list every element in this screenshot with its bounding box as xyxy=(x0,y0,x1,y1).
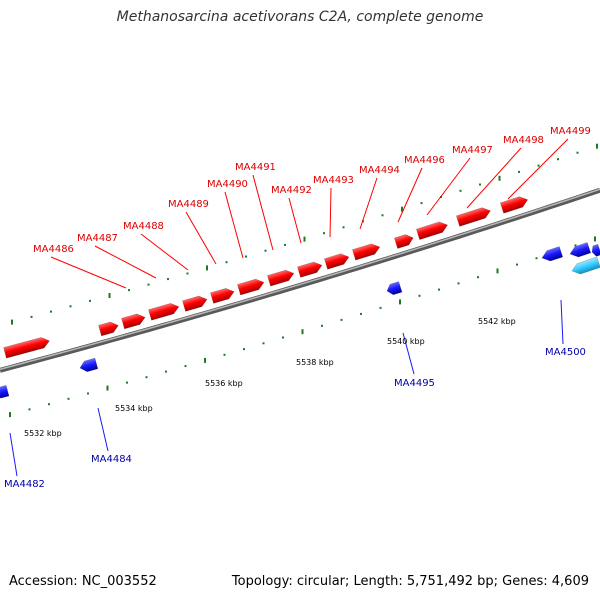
reverse-gene xyxy=(79,357,99,373)
scale-label: 5540 kbp xyxy=(387,337,425,346)
forward-gene-label: MA4493 xyxy=(313,175,354,186)
reverse-gene xyxy=(386,281,403,296)
forward-gene-shape xyxy=(3,337,50,359)
reverse-gene-label: MA4495 xyxy=(394,378,435,389)
scale-label: 5536 kbp xyxy=(205,379,243,388)
forward-gene xyxy=(148,303,180,321)
forward-gene xyxy=(121,313,146,330)
forward-gene-label: MA4487 xyxy=(77,233,118,244)
forward-gene-shape xyxy=(297,261,323,278)
forward-gene-label: MA4486 xyxy=(33,244,74,255)
forward-gene xyxy=(210,288,235,304)
reverse-gene xyxy=(541,246,564,262)
forward-gene-shape xyxy=(98,321,119,337)
forward-gene-label: MA4494 xyxy=(359,165,400,176)
forward-callout xyxy=(224,191,244,259)
reverse-callout xyxy=(402,332,415,375)
reverse-gene-label: MA4482 xyxy=(4,479,45,490)
forward-gene xyxy=(393,234,414,249)
forward-gene xyxy=(415,221,449,240)
forward-gene xyxy=(237,278,265,296)
reverse-callout xyxy=(560,299,564,345)
forward-gene-label: MA4490 xyxy=(207,179,248,190)
reverse-callout xyxy=(97,407,109,452)
forward-gene xyxy=(352,243,381,261)
genome-backbone-highlight xyxy=(0,188,600,371)
reverse-gene-label: MA4500 xyxy=(545,347,586,358)
forward-callout xyxy=(329,187,332,238)
scale-label: 5534 kbp xyxy=(115,404,153,413)
forward-gene-shape xyxy=(148,303,180,321)
forward-gene xyxy=(182,295,208,312)
forward-gene-label: MA4489 xyxy=(168,199,209,210)
forward-gene xyxy=(267,269,295,287)
reverse-gene-shape xyxy=(0,384,10,399)
forward-callout xyxy=(359,177,378,230)
forward-gene-shape xyxy=(393,234,414,249)
forward-gene-shape xyxy=(210,288,235,304)
forward-callout xyxy=(252,174,274,251)
forward-gene xyxy=(3,337,50,359)
forward-callout xyxy=(50,256,127,289)
forward-gene-shape xyxy=(415,221,449,240)
reverse-gene-shape xyxy=(569,242,592,258)
reverse-gene xyxy=(591,243,600,257)
reverse-gene-label: MA4484 xyxy=(91,454,132,465)
forward-gene-label: MA4499 xyxy=(550,126,591,137)
scale-label: 5542 kbp xyxy=(478,317,516,326)
forward-gene xyxy=(499,196,529,214)
topology-label: Topology: circular; Length: 5,751,492 bp… xyxy=(231,574,589,589)
reverse-gene-shape xyxy=(79,357,99,373)
forward-gene-label: MA4488 xyxy=(123,221,164,232)
forward-gene-shape xyxy=(324,253,350,270)
forward-gene-shape xyxy=(267,269,295,287)
forward-gene xyxy=(455,207,491,227)
forward-gene-shape xyxy=(121,313,146,330)
forward-callout xyxy=(466,147,522,209)
forward-gene-shape xyxy=(455,207,491,227)
forward-callout xyxy=(288,197,302,244)
scale-label: 5538 kbp xyxy=(296,358,334,367)
rna-gene-shape xyxy=(571,256,600,275)
forward-callout xyxy=(185,211,217,265)
forward-gene-label: MA4491 xyxy=(235,162,276,173)
forward-gene-label: MA4497 xyxy=(452,145,493,156)
forward-callout xyxy=(140,233,189,271)
reverse-gene-shape xyxy=(386,281,403,296)
forward-callout xyxy=(426,157,471,216)
accession-label: Accession: NC_003552 xyxy=(9,574,157,589)
reverse-gene-shape xyxy=(591,243,600,257)
forward-gene-label: MA4498 xyxy=(503,135,544,146)
reverse-gene-shape xyxy=(541,246,564,262)
forward-gene-shape xyxy=(352,243,381,261)
forward-gene xyxy=(297,261,323,278)
forward-gene-label: MA4496 xyxy=(404,155,445,166)
map-title: Methanosarcina acetivorans C2A, complete… xyxy=(116,9,484,25)
forward-gene-shape xyxy=(237,278,265,296)
reverse-callout xyxy=(9,432,18,477)
genome-backbone xyxy=(0,187,600,373)
forward-gene-shape xyxy=(182,295,208,312)
forward-gene xyxy=(98,321,119,337)
forward-gene xyxy=(324,253,350,270)
rna-gene xyxy=(571,256,600,275)
forward-gene-shape xyxy=(499,196,529,214)
forward-callout xyxy=(507,138,569,200)
scale-label: 5532 kbp xyxy=(24,429,62,438)
reverse-gene xyxy=(569,242,592,258)
forward-gene-label: MA4492 xyxy=(271,185,312,196)
forward-callout xyxy=(397,167,423,223)
reverse-gene xyxy=(0,384,10,399)
forward-callout xyxy=(94,245,157,279)
